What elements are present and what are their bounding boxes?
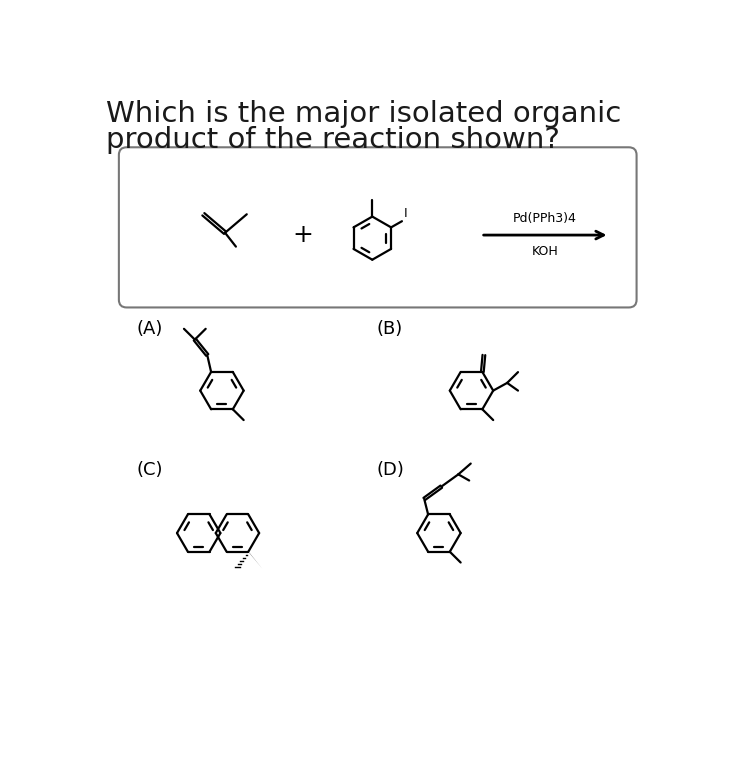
Text: (C): (C) [137,461,163,480]
Text: (D): (D) [377,461,405,480]
Text: (B): (B) [377,320,403,338]
Text: +: + [292,223,313,247]
Text: I: I [404,206,407,219]
Text: KOH: KOH [531,245,559,258]
Text: Pd(PPh3)4: Pd(PPh3)4 [513,212,577,225]
FancyBboxPatch shape [119,147,636,307]
Polygon shape [248,552,262,568]
Text: Which is the major isolated organic: Which is the major isolated organic [106,99,621,128]
Text: product of the reaction shown?: product of the reaction shown? [106,127,559,155]
Text: (A): (A) [137,320,163,338]
